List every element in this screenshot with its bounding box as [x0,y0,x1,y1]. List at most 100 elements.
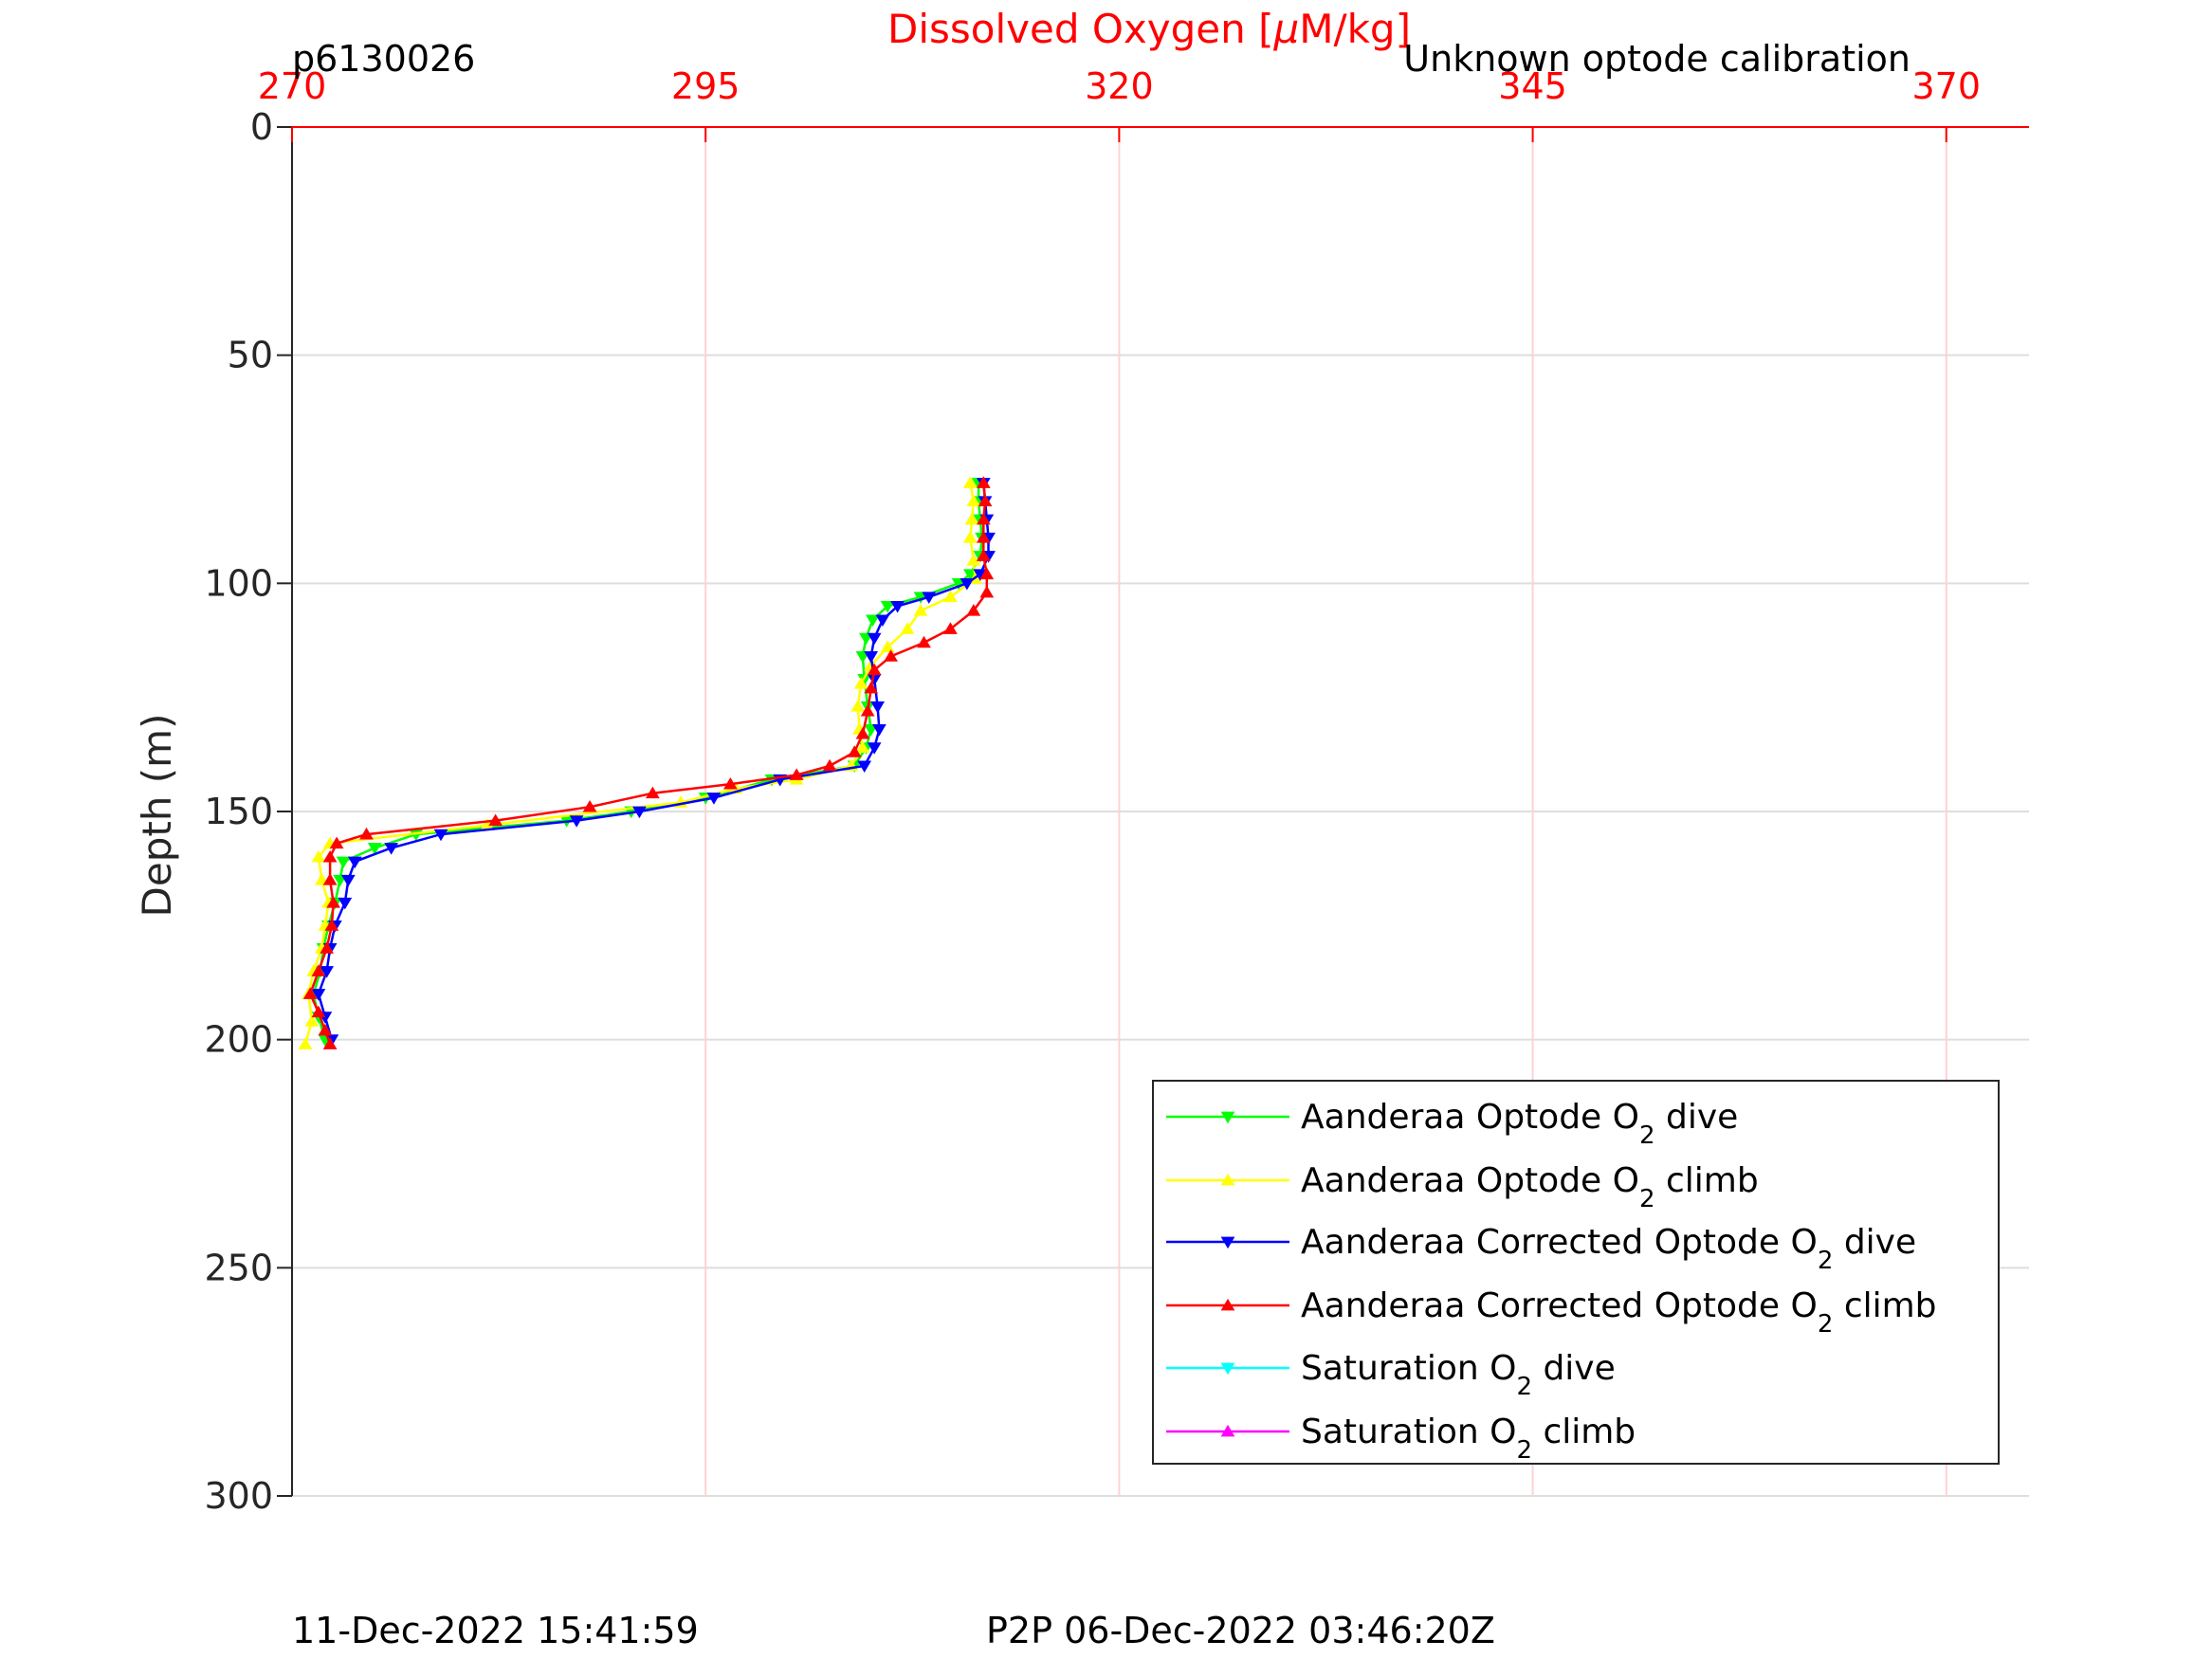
data-point [855,740,870,753]
data-point [913,604,928,616]
data-point [864,723,879,737]
profile-id-label: p6130026 [292,38,475,80]
data-point [966,554,981,566]
data-point [962,531,978,543]
data-point [962,476,978,488]
data-point [311,964,326,976]
data-point [884,649,898,662]
data-point [322,873,338,885]
data-point [322,849,338,863]
data-point [569,815,584,828]
data-point [329,836,344,849]
data-point [324,919,339,931]
legend-marker [1220,1298,1235,1311]
data-point [943,622,958,634]
legend-entry: Saturation O2 dive [1166,1349,1616,1401]
data-point [867,663,882,676]
calibration-note: Unknown optode calibration [1403,38,1910,80]
data-point [304,1014,320,1027]
p2p-timestamp: P2P 06-Dec-2022 03:46:20Z [986,1610,1495,1651]
y-tick-label: 300 [204,1475,273,1517]
data-point [960,577,975,591]
data-point [979,567,995,580]
data-point [311,1005,326,1018]
data-point [857,760,872,774]
data-point [333,874,347,887]
data-point [864,650,879,664]
legend-label-subscript: 2 [1516,1436,1532,1465]
legend-label: Saturation O2 climb [1301,1413,1636,1465]
x-tick-label: 345 [1498,65,1567,107]
data-point [859,632,873,646]
legend-label-subscript: 2 [1818,1310,1834,1339]
y-tick-label: 250 [204,1247,273,1288]
data-point [847,745,862,757]
data-point [880,640,895,653]
data-point [917,635,931,648]
legend-entry: Aanderaa Optode O2 dive [1166,1098,1738,1150]
legend-label-tail: climb [1655,1161,1759,1200]
legend-label-subscript: 2 [1516,1373,1532,1401]
legend-entry: Aanderaa Corrected Optode O2 dive [1166,1223,1916,1275]
legend-box [1152,1080,2000,1465]
legend-label-main: Aanderaa Optode O [1301,1161,1639,1200]
data-point [320,966,335,978]
data-point [855,650,870,664]
data-point [978,494,993,507]
plot-timestamp: 11-Dec-2022 15:41:59 [292,1610,699,1651]
data-point [338,897,353,910]
data-point [488,813,503,827]
y-tick-label: 100 [204,562,273,604]
data-point [880,601,895,613]
data-point [367,843,382,855]
data-point [789,768,804,780]
data-point [347,856,362,869]
legend-label: Aanderaa Optode O2 climb [1301,1161,1759,1213]
data-point [867,632,882,646]
data-point [976,549,991,561]
data-point [645,786,660,799]
data-point [872,723,887,737]
data-point [706,793,722,805]
legend-label-main: Aanderaa Optode O [1301,1098,1639,1137]
series-line [308,483,989,1045]
legend-label-tail: climb [1833,1286,1936,1325]
data-point [976,512,991,525]
data-point [855,727,870,739]
legend-label: Aanderaa Optode O2 dive [1301,1098,1738,1150]
data-point [318,1023,333,1036]
data-point [822,758,837,772]
x-axis-title: Dissolved Oxygen [μM/kg] [887,6,1411,52]
data-point [850,700,866,712]
legend-label-tail: dive [1655,1098,1739,1137]
series-aanderaa-corrected-optode-o2-climb [302,476,995,1049]
legend-label-tail: dive [1833,1223,1916,1262]
data-point [340,874,356,887]
data-point [315,873,329,885]
legend-marker [1220,1236,1235,1249]
data-point [311,989,326,1001]
data-point [962,569,978,581]
data-point [336,856,351,869]
data-point [943,590,958,603]
legend-label-main: Aanderaa Corrected Optode O [1301,1223,1818,1262]
tick-labels: 0 50 100 150 200 250 300 270 295 320 345 370 [204,65,1981,1517]
x-tick-label: 320 [1085,65,1154,107]
legend-label-subscript: 2 [1639,1185,1655,1213]
legend-label-main: Saturation O [1301,1349,1516,1388]
data-point [322,1037,338,1049]
data-point [964,512,979,525]
data-point [359,827,374,840]
y-tick-label: 200 [204,1019,273,1061]
data-point [922,592,937,604]
legend-label: Aanderaa Corrected Optode O2 climb [1301,1286,1937,1339]
data-point [311,849,326,863]
data-point [326,896,340,908]
x-tick-label: 370 [1911,65,1981,107]
legend-label-tail: dive [1532,1349,1616,1388]
data-point [722,776,738,790]
x-tick-label: 295 [671,65,740,107]
legend-entry: Aanderaa Corrected Optode O2 climb [1166,1286,1937,1339]
